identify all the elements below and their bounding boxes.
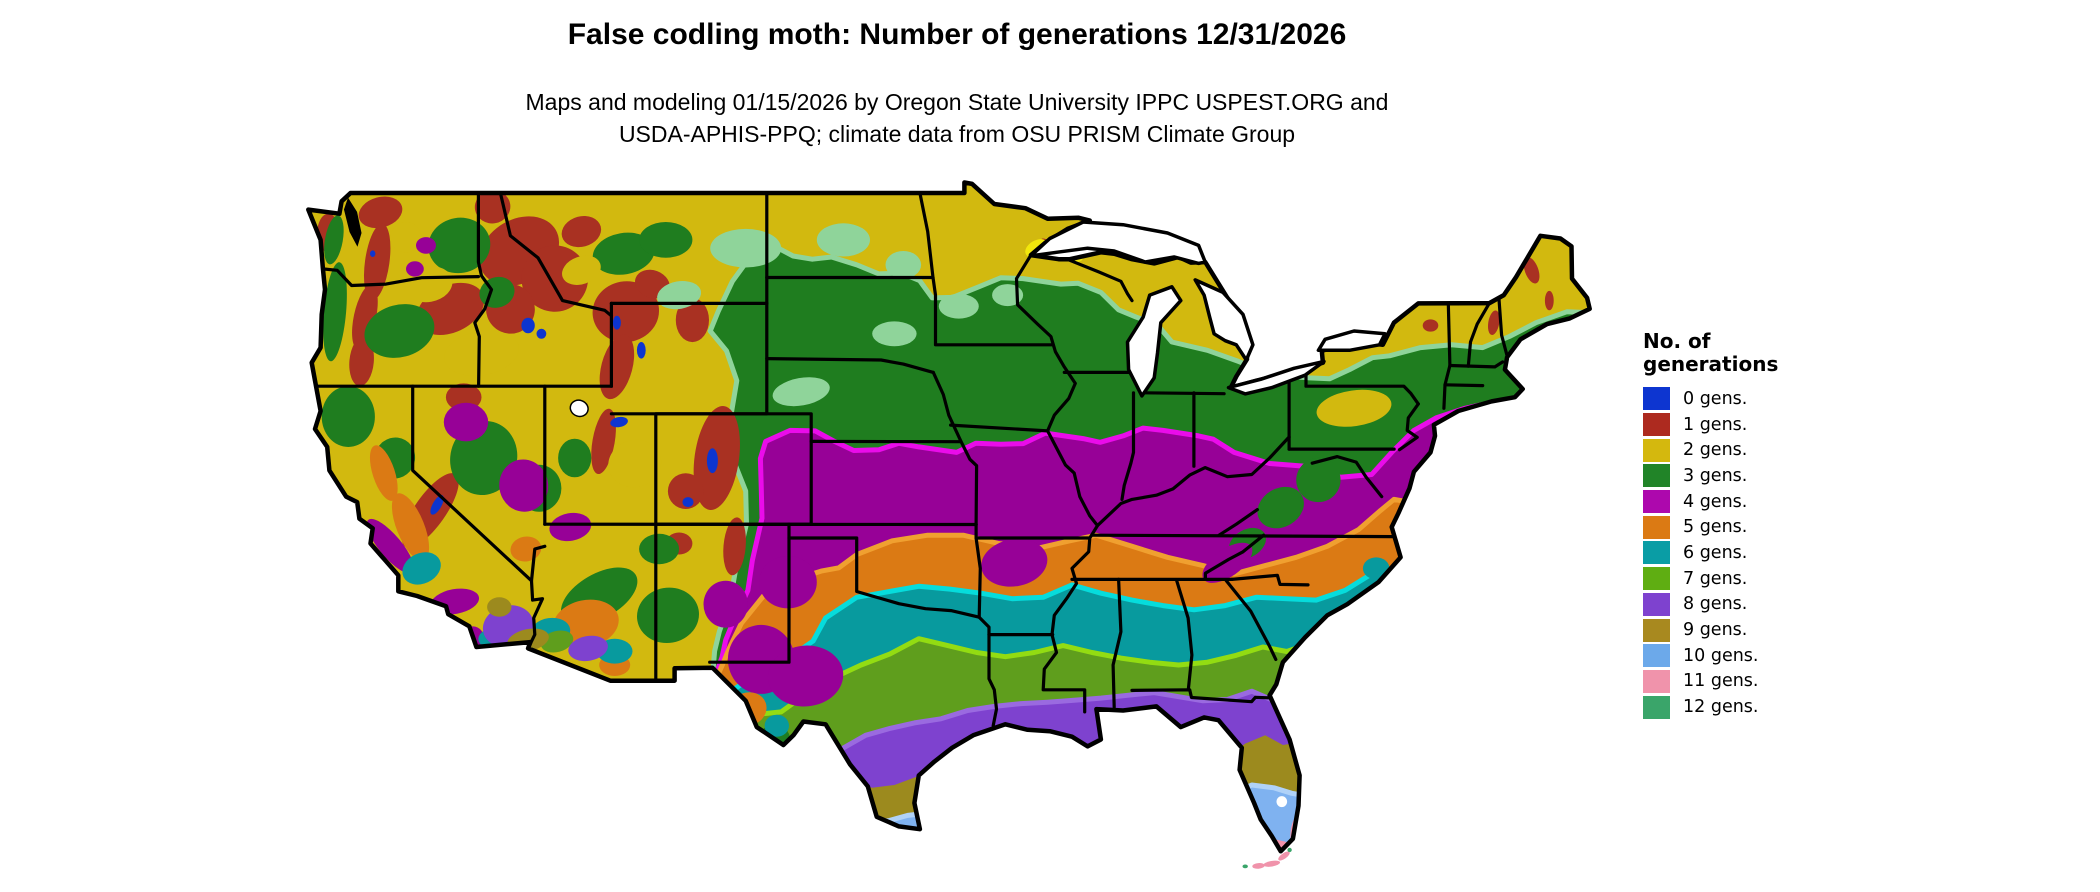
legend-swatch [1643, 438, 1670, 462]
legend-item: 2 gens. [1643, 437, 1873, 463]
great-lake [1316, 329, 1387, 353]
puget-sound [343, 197, 362, 247]
legend-swatch [1643, 515, 1670, 539]
legend-swatch [1643, 695, 1670, 719]
legend-item: 9 gens. [1643, 617, 1873, 643]
florida-keys [1242, 847, 1292, 869]
great-lake [1193, 278, 1255, 362]
legend-label: 6 gens. [1683, 542, 1748, 563]
legend-item: 3 gens. [1643, 463, 1873, 489]
map-raster [308, 182, 1590, 852]
legend-label: 9 gens. [1683, 620, 1748, 641]
legend-swatch [1643, 413, 1670, 437]
subtitle-line-1: Maps and modeling 01/15/2026 by Oregon S… [525, 89, 1389, 115]
legend-swatch [1643, 644, 1670, 668]
great-lake [1125, 285, 1183, 398]
legend-swatch [1643, 567, 1670, 591]
legend-label: 7 gens. [1683, 568, 1748, 589]
page-title: False codling moth: Number of generation… [567, 18, 1347, 51]
great-lake [1226, 359, 1326, 396]
legend-swatch [1643, 490, 1670, 514]
great-lake [1029, 220, 1207, 266]
legend-label: 10 gens. [1683, 645, 1759, 666]
legend-item: 0 gens. [1643, 386, 1873, 412]
legend-item: 5 gens. [1643, 514, 1873, 540]
subtitle-line-2: USDA-APHIS-PPQ; climate data from OSU PR… [618, 121, 1296, 147]
legend-label: 11 gens. [1683, 671, 1759, 692]
legend-swatch [1643, 618, 1670, 642]
legend-item: 11 gens. [1643, 669, 1873, 695]
legend-item: 4 gens. [1643, 489, 1873, 515]
legend-item: 1 gens. [1643, 412, 1873, 438]
legend-swatch [1643, 592, 1670, 616]
legend-swatch [1643, 541, 1670, 565]
legend-swatch [1643, 387, 1670, 411]
subtitle: Maps and modeling 01/15/2026 by Oregon S… [0, 86, 1914, 150]
legend-title: No. of generations [1643, 329, 1779, 376]
legend-items: 0 gens. 1 gens. 2 gens. 3 gens. 4 gens. 5 gen… [1643, 386, 1873, 720]
legend-item: 8 gens. [1643, 592, 1873, 618]
legend-swatch [1643, 669, 1670, 693]
legend-label: 5 gens. [1683, 517, 1748, 538]
legend-label: 8 gens. [1683, 594, 1748, 615]
great-salt-lake [569, 399, 589, 418]
legend-label: 12 gens. [1683, 697, 1759, 718]
legend-label: 2 gens. [1683, 440, 1748, 461]
legend-label: 4 gens. [1683, 491, 1748, 512]
legend-swatch [1643, 464, 1670, 488]
legend: No. of generations 0 gens. 1 gens. 2 gens.… [1643, 330, 1873, 720]
legend-label: 0 gens. [1683, 388, 1748, 409]
legend-item: 6 gens. [1643, 540, 1873, 566]
legend-item: 7 gens. [1643, 566, 1873, 592]
legend-item: 10 gens. [1643, 643, 1873, 669]
legend-item: 12 gens. [1643, 694, 1873, 720]
legend-label: 3 gens. [1683, 465, 1748, 486]
legend-label: 1 gens. [1683, 414, 1748, 435]
